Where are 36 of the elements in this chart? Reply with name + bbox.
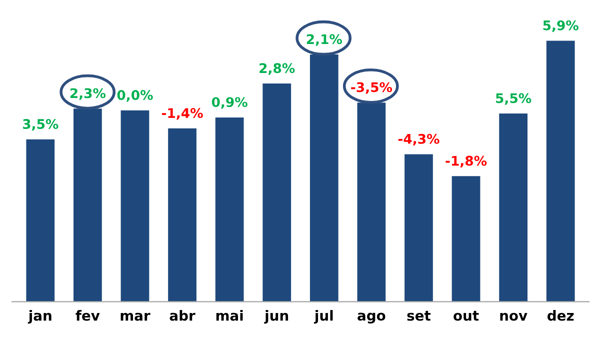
bar — [357, 102, 386, 302]
x-tick-label: ago — [358, 312, 386, 324]
annotation: -1,4% — [162, 108, 203, 120]
x-tick-label: jun — [264, 310, 288, 324]
bar — [215, 117, 244, 302]
x-tick-label: nov — [500, 312, 528, 321]
annotation: -1,8% — [446, 156, 487, 168]
x-tick-label: mar — [120, 312, 150, 321]
x-tick-label: set — [407, 310, 431, 321]
annotation: 5,5% — [496, 93, 532, 105]
bar — [168, 128, 196, 302]
bar — [74, 108, 102, 302]
annotation: 3,5% — [22, 119, 58, 131]
bar — [546, 40, 575, 302]
bar — [120, 110, 150, 302]
annotation: 2,1% — [306, 34, 342, 46]
bar — [452, 176, 480, 302]
annotation: 2,8% — [260, 63, 295, 75]
x-tick-label: jul — [314, 310, 333, 324]
annotation: 0,9% — [212, 97, 248, 109]
x-tick-label: dez — [548, 310, 574, 321]
bar — [404, 154, 433, 302]
bar — [310, 54, 338, 302]
bar — [26, 139, 55, 302]
annotation: -4,3% — [398, 134, 440, 146]
annotation: 0,0% — [117, 90, 153, 102]
x-tick-label: fev — [76, 310, 100, 321]
x-tick-label: out — [454, 310, 479, 321]
annotation: -3,5% — [351, 82, 392, 94]
x-tick-label: jan — [28, 310, 52, 324]
x-tick-label: mai — [216, 310, 243, 321]
bar — [499, 114, 528, 302]
annotation: 2,3% — [70, 88, 106, 100]
x-tick-label: abr — [170, 310, 196, 321]
annotation: 5,9% — [543, 20, 578, 32]
bar — [262, 84, 292, 302]
